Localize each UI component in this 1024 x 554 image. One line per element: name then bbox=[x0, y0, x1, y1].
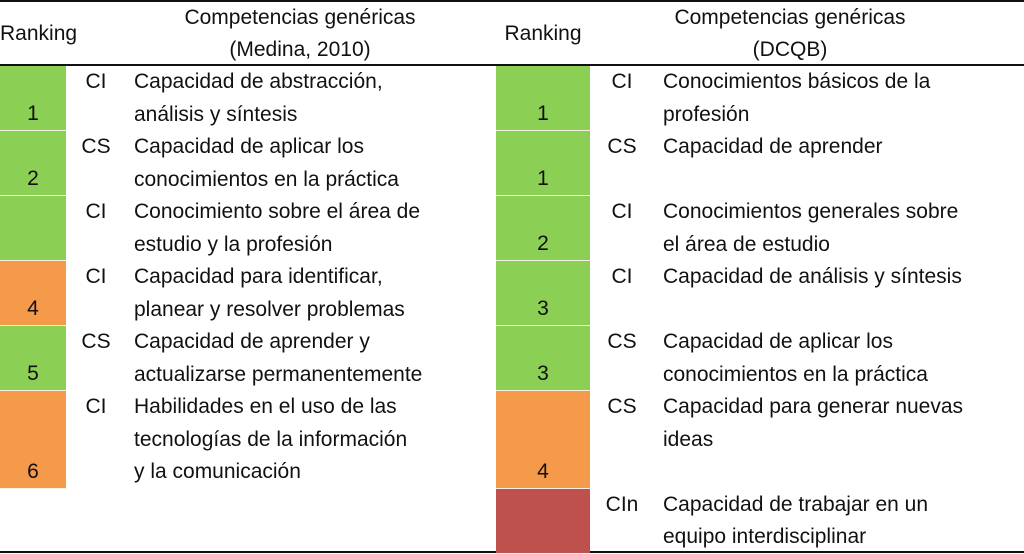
right-competence-text: Capacidad de aplicar los conocimientos e… bbox=[663, 330, 928, 386]
left-competence-text: Conocimiento sobre el área de estudio y … bbox=[134, 200, 421, 256]
rank-value: 4 bbox=[537, 459, 549, 483]
left-header-title: Competencias genéricas (Medina, 2010) bbox=[130, 2, 470, 66]
right-competence-type: CI bbox=[611, 265, 633, 288]
right-competence-text: Capacidad de aprender bbox=[663, 135, 883, 158]
rank-value: 1 bbox=[27, 102, 39, 125]
left-competence-text: Habilidades en el uso de las tecnologías… bbox=[134, 395, 408, 483]
right-competence-text: Conocimientos generales sobre el área de… bbox=[663, 200, 959, 256]
left-competence-type: CI bbox=[85, 265, 107, 288]
right-rank-cell: 2 bbox=[496, 196, 590, 261]
left-competence-text: Capacidad de abstracción, análisis y sín… bbox=[134, 70, 383, 126]
left-competence-type: CI bbox=[85, 200, 107, 223]
right-header-title-line1: Competencias genéricas bbox=[674, 6, 906, 29]
rank-value: 2 bbox=[537, 232, 549, 255]
right-rank-cell: 4 bbox=[496, 391, 590, 489]
rank-value: 2 bbox=[27, 167, 39, 190]
right-rank-cell bbox=[496, 488, 590, 554]
left-header-title-line1: Competencias genéricas bbox=[184, 6, 416, 29]
left-competence-type: CI bbox=[85, 395, 107, 418]
left-rank-cell: 1 bbox=[0, 66, 66, 131]
right-rank-cell: 3 bbox=[496, 261, 590, 326]
left-competence-text: Capacidad de aplicar los conocimientos e… bbox=[134, 135, 399, 191]
left-header-title-line2: (Medina, 2010) bbox=[229, 38, 371, 61]
right-competence-text: Conocimientos básicos de la profesión bbox=[663, 70, 931, 126]
rank-value: 1 bbox=[537, 102, 549, 125]
right-header-title: Competencias genéricas (DCQB) bbox=[620, 2, 960, 66]
right-competence-type: CI bbox=[611, 200, 633, 223]
left-competence-text: Capacidad de aprender y actualizarse per… bbox=[134, 330, 423, 386]
rank-value: 4 bbox=[27, 297, 39, 320]
rank-value: 5 bbox=[27, 362, 39, 385]
rank-value: 3 bbox=[537, 297, 549, 320]
right-competence-text: Capacidad para generar nuevas ideas bbox=[663, 395, 964, 451]
header-bottom-rule bbox=[0, 64, 1024, 66]
right-competence-text: Capacidad de análisis y síntesis bbox=[663, 265, 962, 288]
right-competence-type: CI bbox=[611, 70, 633, 93]
rank-value: 3 bbox=[537, 362, 549, 385]
rank-value: 6 bbox=[27, 459, 39, 483]
rank-value: 1 bbox=[537, 167, 549, 190]
right-competence-type: CS bbox=[607, 135, 637, 158]
left-rank-cell: 2 bbox=[0, 131, 66, 196]
left-competence-type: CS bbox=[81, 135, 111, 158]
right-competence-type: CS bbox=[607, 395, 637, 418]
left-competence-text: Capacidad para identificar, planear y re… bbox=[134, 265, 405, 321]
left-rank-cell: 6 bbox=[0, 391, 66, 489]
left-header-ranking: Ranking bbox=[0, 22, 78, 45]
right-competence-text: Capacidad de trabajar en un equipo inter… bbox=[663, 492, 929, 549]
right-header-ranking: Ranking bbox=[504, 22, 582, 45]
table-top-rule bbox=[0, 0, 1024, 2]
right-competence-type: CS bbox=[607, 330, 637, 353]
right-rank-cell: 1 bbox=[496, 131, 590, 196]
left-rank-cell: 5 bbox=[0, 326, 66, 391]
right-header-title-line2: (DCQB) bbox=[752, 38, 828, 61]
left-rank-cell: 4 bbox=[0, 261, 66, 326]
left-competence-type: CI bbox=[85, 70, 107, 93]
left-competence-type: CS bbox=[81, 330, 111, 353]
left-rank-cell bbox=[0, 196, 66, 261]
right-rank-cell: 1 bbox=[496, 66, 590, 131]
right-competence-type: CIn bbox=[605, 492, 639, 516]
right-rank-cell: 3 bbox=[496, 326, 590, 391]
